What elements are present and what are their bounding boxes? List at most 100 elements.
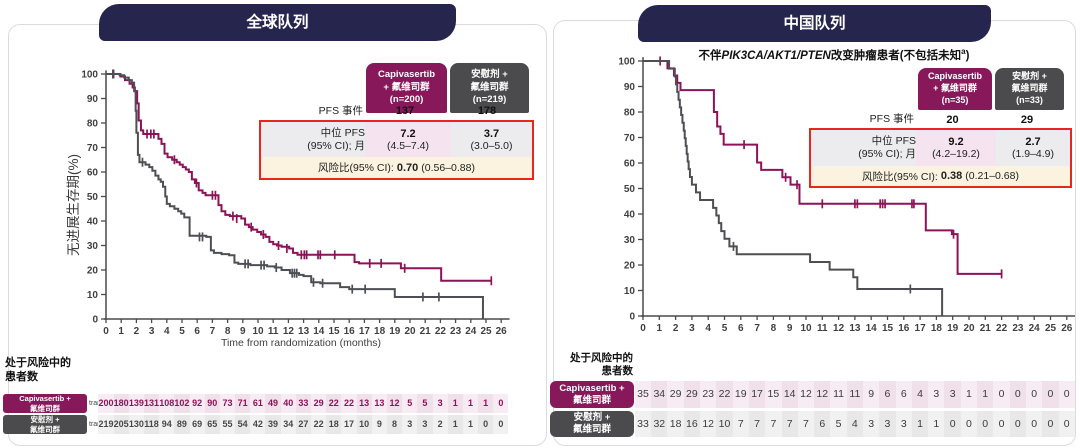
- risk-count: 89: [174, 415, 190, 434]
- svg-text:4: 4: [164, 326, 170, 337]
- risk-count: 0: [1042, 411, 1059, 437]
- risk-count: 3: [417, 415, 433, 434]
- risk-count: 0: [478, 415, 494, 434]
- risk-count: 118: [143, 415, 160, 434]
- svg-text:14: 14: [866, 323, 878, 334]
- svg-text:15: 15: [328, 326, 340, 337]
- svg-text:9: 9: [787, 323, 793, 334]
- label-remnant: trant: [89, 421, 104, 428]
- risk-count: 3: [402, 415, 418, 434]
- arm-header-placebo: 安慰剂 + 氟维司群 (n=33): [995, 68, 1064, 110]
- svg-text:2: 2: [673, 323, 679, 334]
- svg-text:22: 22: [435, 326, 447, 337]
- risk-count: 5: [830, 411, 847, 437]
- risk-count: 22: [326, 394, 342, 413]
- risk-count: 200: [98, 394, 114, 413]
- risk-count: 18: [326, 415, 342, 434]
- hazard-ratio-row: 风险比(95% CI): 0.38 (0.21–0.68): [811, 166, 1070, 186]
- svg-text:40: 40: [87, 217, 99, 228]
- risk-count: 0: [977, 411, 994, 437]
- panel-china-title: 中国队列: [638, 5, 991, 42]
- svg-text:19: 19: [947, 323, 959, 334]
- risk-count: 7: [797, 411, 815, 437]
- risk-count: 0: [1058, 381, 1075, 408]
- risk-count: 4: [911, 381, 929, 408]
- risk-count: 1: [462, 415, 479, 434]
- risk-count: 108: [159, 394, 175, 413]
- svg-text:60: 60: [87, 168, 99, 179]
- risk-count: 33: [634, 411, 652, 437]
- svg-text:11: 11: [268, 326, 279, 337]
- risk-count: 16: [683, 411, 701, 437]
- risk-count: 7: [765, 411, 782, 437]
- svg-text:21: 21: [420, 326, 432, 337]
- arm-header-capivasertib: Capivasertib + 氟维司群 (n=200): [366, 63, 447, 113]
- risk-count: 5: [417, 394, 433, 413]
- svg-text:11: 11: [817, 323, 828, 334]
- svg-text:16: 16: [344, 326, 356, 337]
- svg-text:4: 4: [705, 323, 711, 334]
- km-curve: [643, 60, 1003, 275]
- risk-count: 3: [863, 411, 880, 437]
- risk-count: 6: [879, 381, 896, 408]
- svg-text:8: 8: [225, 326, 231, 337]
- svg-text:6: 6: [194, 326, 200, 337]
- svg-text:30: 30: [624, 235, 636, 246]
- svg-text:24: 24: [1029, 323, 1041, 334]
- svg-text:40: 40: [624, 210, 636, 221]
- risk-count: 9: [863, 381, 880, 408]
- svg-text:0: 0: [640, 323, 646, 334]
- svg-text:23: 23: [1012, 323, 1024, 334]
- hazard-ratio-row: 风险比(95% CI): 0.70 (0.56–0.88): [261, 157, 532, 178]
- risk-count: 102: [174, 394, 190, 413]
- median-pfs-row: 中位 PFS (95% CI); 月 9.2 (4.2–19.2) 2.7 (1.9–…: [811, 130, 1070, 166]
- risk-count: 205: [113, 415, 129, 434]
- risk-count: 0: [1009, 411, 1026, 437]
- china-subtitle: 不伴PIK3CA/AKT1/PTEN改变肿瘤患者(不包括未知a): [698, 47, 970, 62]
- risk-count: 11: [830, 381, 847, 408]
- km-curve: [106, 73, 492, 282]
- svg-text:10: 10: [252, 326, 264, 337]
- svg-text:16: 16: [898, 323, 910, 334]
- svg-text:3: 3: [149, 326, 155, 337]
- risk-count: 3: [879, 411, 896, 437]
- risk-count: 7: [748, 411, 766, 437]
- svg-text:20: 20: [87, 266, 99, 277]
- svg-text:14: 14: [313, 326, 325, 337]
- risk-count: 73: [219, 394, 236, 413]
- risk-count: 29: [311, 394, 327, 413]
- risk-count: 69: [189, 415, 205, 434]
- svg-text:20: 20: [963, 323, 975, 334]
- svg-text:25: 25: [1045, 323, 1057, 334]
- at-risk-row-placebo: 安慰剂 + 氟维司群 33 32 18 16 12 10 7 7 7 7 7 6 5 4 3 3 3 1 1 0 0 0 0 0…: [550, 411, 1075, 437]
- panel-global: 全球队列 无进展生存期(%) 0 10 20 30 40 50 60 70 80 90 100 0 1 2…: [3, 4, 547, 446]
- svg-text:80: 80: [87, 119, 99, 130]
- risk-count: 13: [356, 394, 372, 413]
- svg-text:22: 22: [996, 323, 1008, 334]
- svg-text:13: 13: [849, 323, 861, 334]
- risk-count: 54: [235, 415, 251, 434]
- svg-text:0: 0: [92, 315, 98, 326]
- km-curve: [643, 60, 944, 316]
- risk-count: 0: [1058, 411, 1075, 437]
- risk-count: 34: [280, 415, 296, 434]
- at-risk-header: 处于风险中的 患者数: [5, 357, 71, 383]
- risk-count: 33: [295, 394, 312, 413]
- risk-count: 12: [700, 411, 717, 437]
- median-pfs-row: 中位 PFS (95% CI); 月 7.2 (4.5–7.4) 3.7 (3.0–5…: [261, 122, 532, 157]
- svg-text:10: 10: [624, 286, 636, 297]
- risk-count: 0: [960, 411, 978, 437]
- risk-count: 92: [189, 394, 205, 413]
- svg-text:30: 30: [87, 241, 99, 252]
- risk-count: 22: [716, 381, 733, 408]
- risk-count: 0: [993, 381, 1010, 408]
- risk-count: 35: [634, 381, 652, 408]
- svg-text:70: 70: [624, 133, 636, 144]
- risk-count: 1: [462, 394, 479, 413]
- risk-count: 22: [311, 415, 327, 434]
- risk-count: 23: [700, 381, 717, 408]
- svg-text:50: 50: [87, 192, 99, 203]
